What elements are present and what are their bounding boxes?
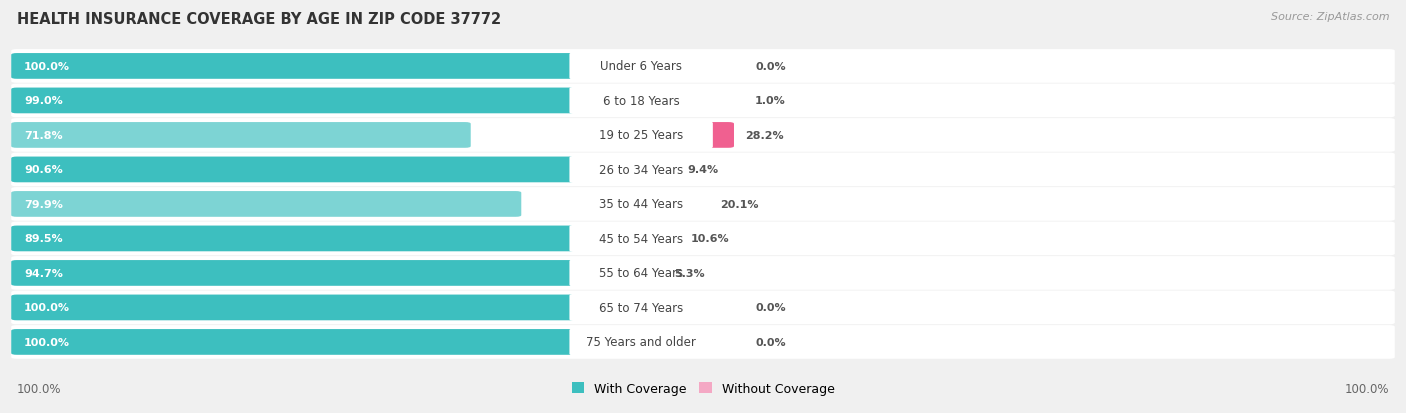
Text: 100.0%: 100.0% xyxy=(24,337,70,347)
Text: 89.5%: 89.5% xyxy=(24,234,62,244)
Text: 100.0%: 100.0% xyxy=(17,382,62,395)
Text: Source: ZipAtlas.com: Source: ZipAtlas.com xyxy=(1271,12,1389,22)
Text: 20.1%: 20.1% xyxy=(720,199,759,209)
Text: 90.6%: 90.6% xyxy=(24,165,63,175)
Text: 26 to 34 Years: 26 to 34 Years xyxy=(599,164,683,176)
Text: Under 6 Years: Under 6 Years xyxy=(600,60,682,73)
Text: 94.7%: 94.7% xyxy=(24,268,63,278)
Text: 9.4%: 9.4% xyxy=(688,165,718,175)
Text: 19 to 25 Years: 19 to 25 Years xyxy=(599,129,683,142)
Text: 45 to 54 Years: 45 to 54 Years xyxy=(599,233,683,245)
Text: 1.0%: 1.0% xyxy=(755,96,786,106)
Text: 100.0%: 100.0% xyxy=(1344,382,1389,395)
Text: 99.0%: 99.0% xyxy=(24,96,63,106)
Text: 75 Years and older: 75 Years and older xyxy=(586,336,696,349)
Text: 0.0%: 0.0% xyxy=(755,62,786,72)
Text: 100.0%: 100.0% xyxy=(24,303,70,313)
Text: 100.0%: 100.0% xyxy=(24,62,70,72)
Text: HEALTH INSURANCE COVERAGE BY AGE IN ZIP CODE 37772: HEALTH INSURANCE COVERAGE BY AGE IN ZIP … xyxy=(17,12,501,27)
Text: 28.2%: 28.2% xyxy=(745,131,785,140)
Text: 35 to 44 Years: 35 to 44 Years xyxy=(599,198,683,211)
Text: 0.0%: 0.0% xyxy=(755,303,786,313)
Text: 65 to 74 Years: 65 to 74 Years xyxy=(599,301,683,314)
Text: 10.6%: 10.6% xyxy=(690,234,730,244)
Legend: With Coverage, Without Coverage: With Coverage, Without Coverage xyxy=(567,377,839,400)
Text: 79.9%: 79.9% xyxy=(24,199,63,209)
Text: 5.3%: 5.3% xyxy=(675,268,704,278)
Text: 0.0%: 0.0% xyxy=(755,337,786,347)
Text: 55 to 64 Years: 55 to 64 Years xyxy=(599,267,683,280)
Text: 6 to 18 Years: 6 to 18 Years xyxy=(603,95,679,108)
Text: 71.8%: 71.8% xyxy=(24,131,62,140)
